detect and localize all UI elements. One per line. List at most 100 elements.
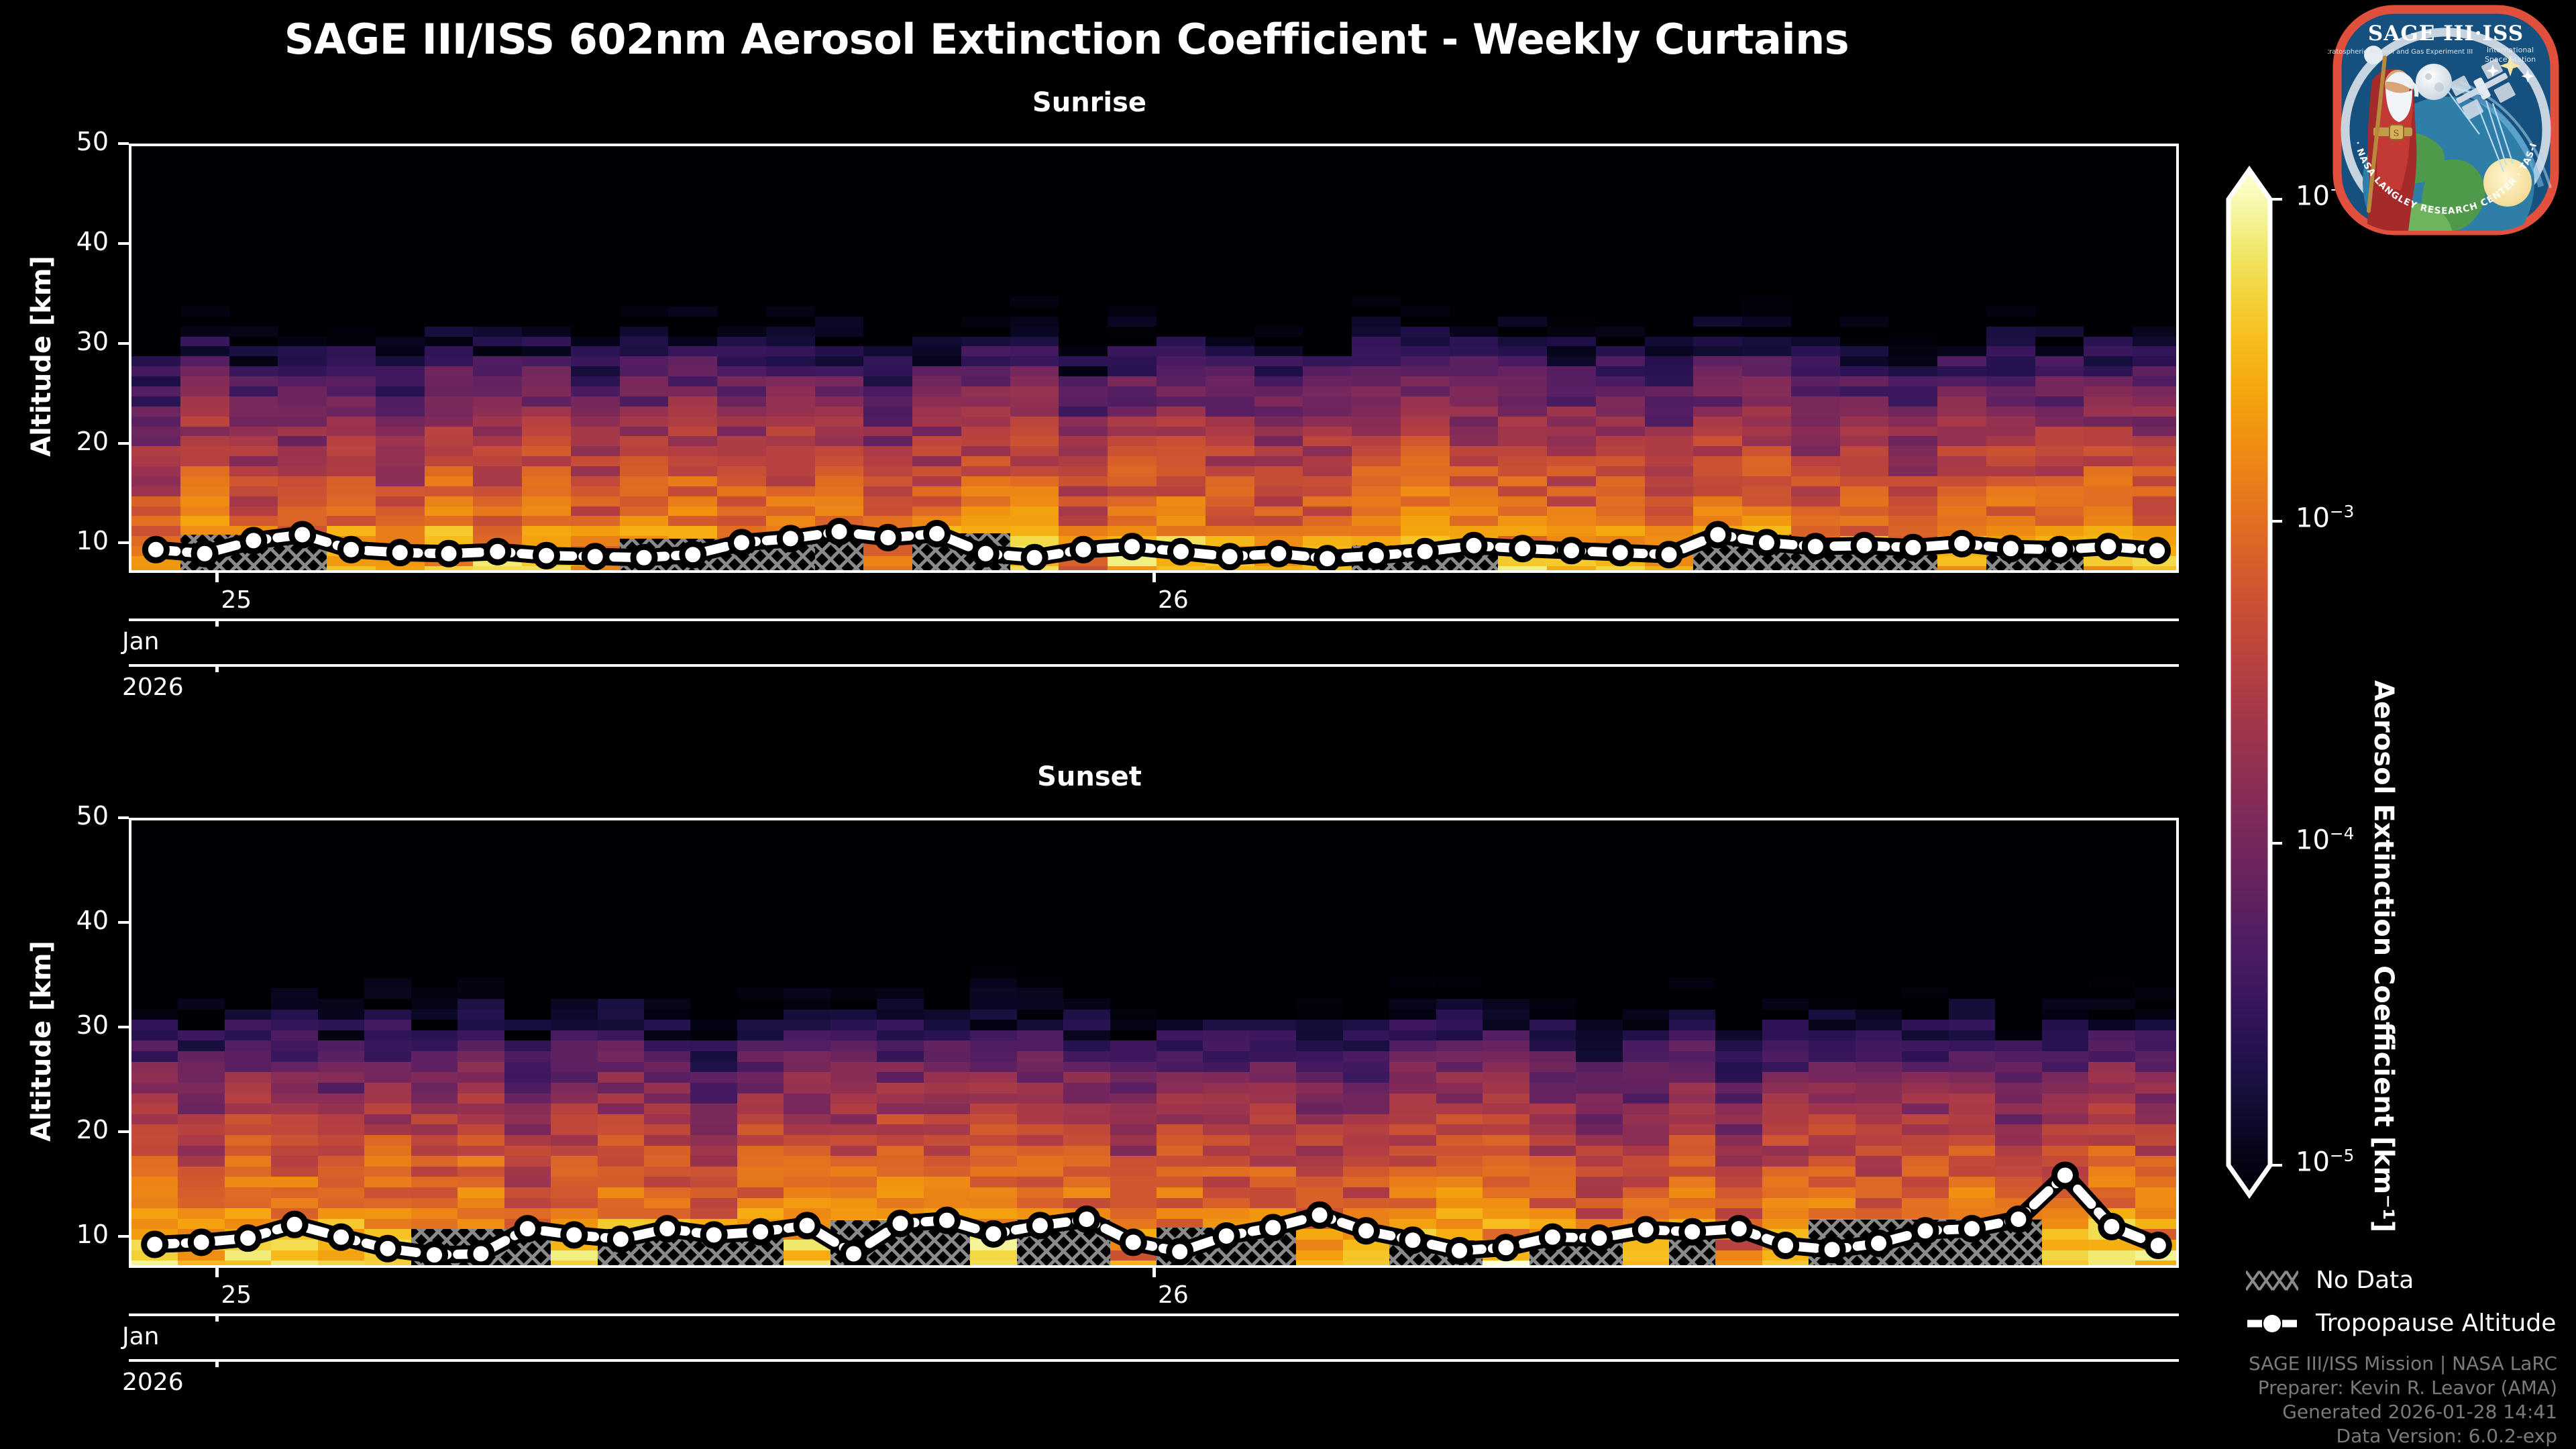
heatmap-cell xyxy=(375,156,425,167)
heatmap-cell xyxy=(327,186,376,197)
heatmap-cell xyxy=(327,246,376,257)
heatmap-cell xyxy=(327,335,376,347)
no-data-swatch-icon xyxy=(2246,1267,2298,1294)
heatmap-cell xyxy=(424,445,474,457)
tropopause-marker xyxy=(747,1218,775,1246)
heatmap-cell xyxy=(180,495,230,506)
tropopause-swatch-icon xyxy=(2247,1314,2297,1332)
heatmap-cell xyxy=(180,186,230,197)
tropopause-marker xyxy=(234,1224,262,1252)
heatmap-cell xyxy=(180,216,230,227)
heatmap-cell xyxy=(327,235,376,247)
date-axis-rule xyxy=(129,1313,2179,1316)
heatmap-cell xyxy=(327,425,376,437)
y-tick-mark xyxy=(118,341,129,345)
tropopause-marker xyxy=(1259,1214,1287,1242)
heatmap-cell xyxy=(180,316,230,327)
heatmap-cell xyxy=(180,335,230,347)
heatmap-cell xyxy=(180,166,230,177)
heatmap-cell xyxy=(278,466,327,476)
date-axis-label: Jan xyxy=(122,1323,160,1350)
heatmap-cell xyxy=(229,186,279,197)
tropopause-marker xyxy=(776,525,804,553)
y-tick-label: 40 xyxy=(76,226,109,256)
heatmap-cell xyxy=(180,505,230,517)
heatmap-sunrise[interactable] xyxy=(129,144,2179,573)
date-axis-tick xyxy=(215,619,219,627)
heatmap-cell xyxy=(229,476,279,486)
heatmap-cell xyxy=(229,425,279,437)
heatmap-cell xyxy=(131,226,181,237)
heatmap-cell xyxy=(229,415,279,427)
date-axis-tick xyxy=(215,1359,219,1367)
heatmap-cell xyxy=(278,386,327,396)
tropopause-marker xyxy=(1655,541,1683,569)
tropopause-marker xyxy=(513,1215,541,1243)
y-tick-label: 30 xyxy=(76,1010,109,1040)
heatmap-cell xyxy=(278,505,327,517)
heatmap-cell xyxy=(229,376,279,386)
heatmap-cell xyxy=(229,146,279,157)
heatmap-cell xyxy=(278,186,327,197)
heatmap-cell xyxy=(131,146,181,157)
heatmap-cell xyxy=(375,256,425,267)
tropopause-marker xyxy=(1558,537,1585,565)
tropopause-marker xyxy=(1460,531,1488,559)
heatmap-cell xyxy=(327,196,376,207)
heatmap-cell xyxy=(278,316,327,327)
tropopause-marker xyxy=(1678,1218,1707,1246)
heatmap-cell xyxy=(278,335,327,347)
tropopause-marker xyxy=(2143,537,2171,565)
heatmap-cell xyxy=(375,466,425,476)
heatmap-cell xyxy=(327,455,376,467)
tropopause-marker xyxy=(2144,1232,2172,1259)
heatmap-cell xyxy=(278,435,327,447)
heatmap-cell xyxy=(180,466,230,476)
heatmap-cell xyxy=(229,256,279,267)
heatmap-cell xyxy=(375,356,425,367)
heatmap-cell xyxy=(375,216,425,227)
heatmap-cell xyxy=(131,246,181,257)
heatmap-cell xyxy=(131,156,181,167)
heatmap-cell xyxy=(375,476,425,486)
heatmap-cell xyxy=(327,525,376,537)
heatmap-cell xyxy=(180,345,230,357)
legend-label-tropopause: Tropopause Altitude xyxy=(2316,1309,2557,1337)
heatmap-cell xyxy=(375,396,425,407)
heatmap-cell xyxy=(131,256,181,267)
heatmap-cell xyxy=(180,445,230,457)
tropopause-marker xyxy=(793,1212,821,1240)
heatmap-cell xyxy=(131,486,181,496)
heatmap-cell xyxy=(327,366,376,377)
heatmap-cell xyxy=(131,476,181,486)
heatmap-cell xyxy=(424,345,474,357)
colorbar-gradient[interactable] xyxy=(2226,165,2273,1199)
heatmap-cell xyxy=(375,196,425,207)
heatmap-cell xyxy=(424,256,474,267)
heatmap-cell xyxy=(327,226,376,237)
tropopause-marker xyxy=(288,521,317,549)
heatmap-cell xyxy=(229,166,279,177)
heatmap-cell xyxy=(180,525,230,537)
tropopause-marker xyxy=(239,527,268,555)
heatmap-cell xyxy=(229,455,279,467)
tropopause-marker xyxy=(1118,533,1146,561)
heatmap-cell xyxy=(180,176,230,187)
heatmap-cell xyxy=(375,445,425,457)
tropopause-marker xyxy=(1313,545,1342,570)
heatmap-cell xyxy=(131,166,181,177)
heatmap-cell xyxy=(327,505,376,517)
tropopause-marker xyxy=(2045,535,2074,564)
tropopause-marker xyxy=(653,1215,682,1243)
heatmap-sunset[interactable] xyxy=(129,818,2179,1268)
heatmap-cell xyxy=(278,276,327,287)
heatmap-cell xyxy=(473,486,523,496)
heatmap-cell xyxy=(424,316,474,327)
heatmap-cell xyxy=(327,405,376,417)
heatmap-cell xyxy=(424,566,474,570)
y-tick-mark xyxy=(118,1026,129,1029)
colorbar-tick-label: 10−5 xyxy=(2296,1146,2355,1178)
heatmap-cell xyxy=(424,386,474,396)
tropopause-marker xyxy=(2004,1205,2033,1233)
heatmap-cell xyxy=(424,176,474,187)
